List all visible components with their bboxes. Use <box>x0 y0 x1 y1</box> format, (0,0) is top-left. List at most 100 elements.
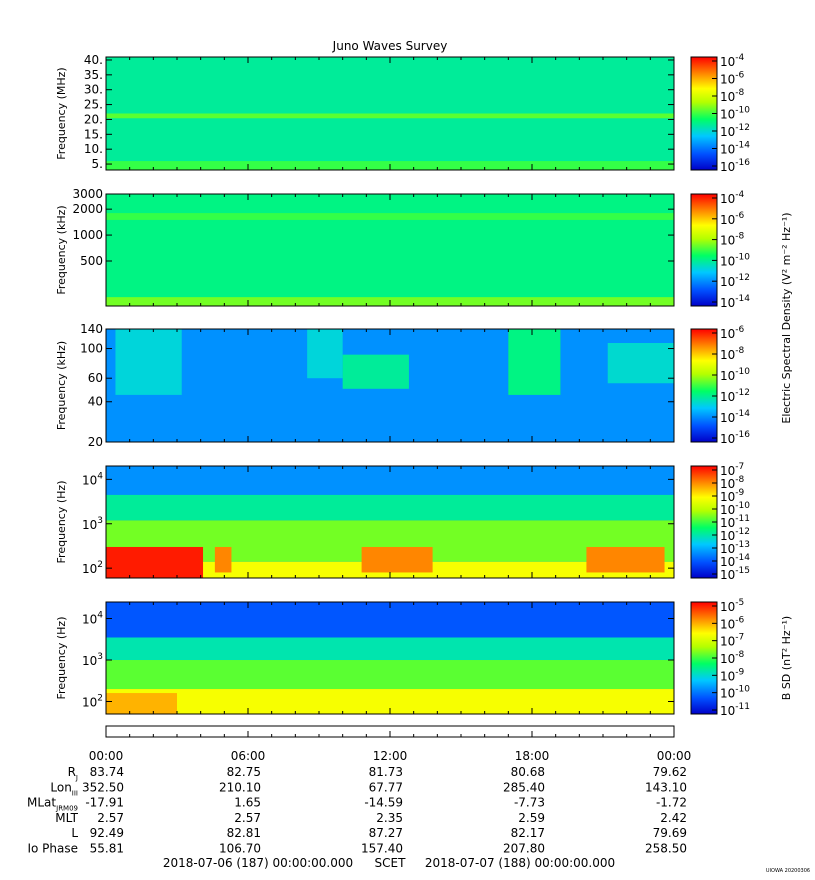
colorbar-tick-base: 10 <box>720 348 735 362</box>
colorbar-tick-exponent: -16 <box>735 430 750 440</box>
colorbar-tick-exponent: -6 <box>735 615 744 625</box>
y-tick-exponent: 3 <box>97 652 103 662</box>
ephemeris-value: 2.57 <box>234 811 261 825</box>
y-tick-label: 102 <box>82 560 103 576</box>
colorbar-tick-label: 10-13 <box>720 540 750 556</box>
time-tick-label: 00:00 <box>657 749 692 763</box>
colorbar-label: B SD (nT² Hz⁻¹) <box>780 616 793 700</box>
colorbar-tick-base: 10 <box>720 490 735 504</box>
ephemeris-name-main: R <box>68 765 76 779</box>
colorbar-tick-exponent: -8 <box>735 232 744 242</box>
y-tick-label: 102 <box>82 694 103 710</box>
colorbar-tick-exponent: -9 <box>735 488 744 498</box>
y-tick-label: 15. <box>84 127 103 141</box>
colorbar-tick-label: 10-12 <box>720 273 750 289</box>
ephemeris-value: 1.65 <box>234 796 261 810</box>
y-tick-label: 500 <box>80 254 103 268</box>
spectrogram-band <box>106 637 674 661</box>
ephemeris-value: 210.10 <box>219 780 261 794</box>
colorbar-tick-base: 10 <box>720 432 735 446</box>
colorbar-tick-exponent: -12 <box>735 388 750 398</box>
colorbar <box>690 328 718 443</box>
colorbar-tick-exponent: -10 <box>735 106 750 116</box>
y-tick-label: 2000 <box>72 202 103 216</box>
colorbar-tick-exponent: -12 <box>735 273 750 283</box>
colorbar-tick-label: 10-14 <box>720 553 750 569</box>
colorbar-tick-label: 10-8 <box>720 88 745 104</box>
y-tick-label: 104 <box>82 471 103 487</box>
colorbar-tick-exponent: -14 <box>735 141 750 151</box>
colorbar-tick-label: 10-14 <box>720 409 750 425</box>
y-tick-exponent: 4 <box>97 611 103 621</box>
ephemeris-name-sub: JRM09 <box>55 805 78 813</box>
colorbar-tick-label: 10-8 <box>720 650 745 666</box>
colorbar-tick-label: 10-6 <box>720 211 745 227</box>
colorbar-tick-label: 10-16 <box>720 158 750 174</box>
ephemeris-name: L <box>71 826 78 840</box>
y-tick-base: 10 <box>82 696 97 710</box>
spectrogram-band <box>106 113 674 119</box>
colorbar-tick-exponent: -14 <box>735 294 750 304</box>
colorbar-tick-exponent: -8 <box>735 346 744 356</box>
colorbar-tick-base: 10 <box>720 125 735 139</box>
colorbar-tick-label: 10-4 <box>720 53 745 69</box>
ephemeris-value: 55.81 <box>90 842 124 856</box>
colorbar-tick-exponent: -10 <box>735 685 750 695</box>
panels: 40.35.30.25.20.15.10.5. Frequency (MHz) 10… <box>55 53 793 718</box>
colorbar-tick-exponent: -4 <box>735 53 744 63</box>
emission-feature <box>508 329 561 395</box>
colorbar-tick-label: 10-14 <box>720 141 750 157</box>
colorbar-tick-base: 10 <box>720 516 735 530</box>
colorbar-tick-exponent: -16 <box>735 158 750 168</box>
colorbar-tick-label: 10-8 <box>720 232 745 248</box>
y-tick-label: 20. <box>84 112 103 126</box>
emission-feature <box>361 546 433 573</box>
y-axis-label: Frequency (kHz) <box>55 341 68 430</box>
colorbar-tick-exponent: -10 <box>735 252 750 262</box>
y-tick-exponent: 3 <box>97 516 103 526</box>
emission-feature <box>307 329 343 379</box>
ephemeris-value: 79.69 <box>653 826 687 840</box>
colorbar-tick-base: 10 <box>720 600 735 614</box>
y-tick-exponent: 2 <box>97 694 103 704</box>
colorbar-tick-base: 10 <box>720 192 735 206</box>
ephemeris-value: 2.35 <box>376 811 403 825</box>
y-tick-label: 30. <box>84 83 103 97</box>
colorbar-tick-label: 10-10 <box>720 685 750 701</box>
colorbar-tick-exponent: -12 <box>735 123 750 133</box>
y-tick-base: 10 <box>82 613 97 627</box>
colorbar-tick-base: 10 <box>720 369 735 383</box>
colorbar-tick-label: 10-8 <box>720 475 745 491</box>
ephemeris-name: MLatJRM09 <box>27 796 78 813</box>
colorbar-tick-label: 10-10 <box>720 106 750 122</box>
colorbar-tick-base: 10 <box>720 90 735 104</box>
ephemeris-value: -14.59 <box>364 796 403 810</box>
ephemeris-name-main: Io Phase <box>27 842 78 856</box>
y-tick-label: 103 <box>82 652 103 668</box>
ephemeris-value: -1.72 <box>656 796 687 810</box>
colorbar-tick-label: 10-6 <box>720 615 745 631</box>
spectrogram-band <box>106 213 674 220</box>
ephemeris-value: -7.73 <box>514 796 545 810</box>
ephemeris-value: 157.40 <box>361 842 403 856</box>
colorbar-tick-exponent: -8 <box>735 88 744 98</box>
colorbar-tick-base: 10 <box>720 143 735 157</box>
ephemeris-value: 2.42 <box>660 811 687 825</box>
colorbar-tick-base: 10 <box>720 390 735 404</box>
colorbar-tick-label: 10-4 <box>720 190 745 206</box>
colorbar-tick-exponent: -12 <box>735 527 750 537</box>
time-axis: 00:00 06:00 12:00 18:00 00:00 <box>89 725 692 763</box>
y-tick-label: 10. <box>84 142 103 156</box>
y-tick-label: 103 <box>82 516 103 532</box>
colorbar-tick-label: 10-12 <box>720 388 750 404</box>
ephemeris-value: 79.62 <box>653 765 687 779</box>
colorbar-tick-base: 10 <box>720 411 735 425</box>
colorbar-tick-exponent: -11 <box>735 702 750 712</box>
spectrogram-background <box>106 194 674 306</box>
end-time-label: 2018-07-07 (188) 00:00:00.000 <box>425 856 615 870</box>
colorbar-tick-base: 10 <box>720 213 735 227</box>
ephemeris-name-main: MLat <box>27 796 56 810</box>
start-time-label: 2018-07-06 (187) 00:00:00.000 <box>163 856 353 870</box>
